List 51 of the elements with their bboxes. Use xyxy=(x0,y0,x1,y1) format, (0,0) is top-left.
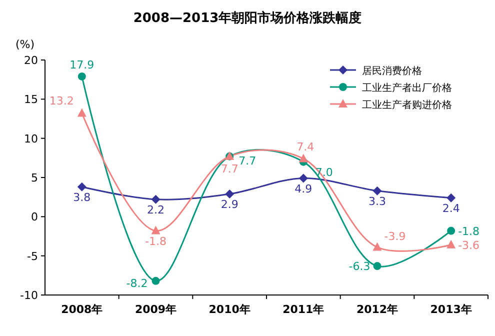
y-tick-label: 10 xyxy=(24,132,38,146)
x-tick-label: 2012年 xyxy=(356,303,398,316)
data-label: -1.8 xyxy=(458,224,480,238)
data-label: 7.0 xyxy=(315,166,333,179)
data-label: 2.2 xyxy=(147,203,164,216)
y-tick-label: 20 xyxy=(24,54,38,67)
point xyxy=(373,262,382,270)
data-label: 7.4 xyxy=(296,140,314,154)
data-label: -3.6 xyxy=(458,238,480,252)
point xyxy=(446,240,456,248)
y-axis-title: (%) xyxy=(15,38,35,51)
point xyxy=(298,174,308,183)
data-label: -8.2 xyxy=(126,276,148,290)
y-tick-label: 15 xyxy=(24,93,38,106)
data-label: 7.7 xyxy=(220,162,238,176)
data-label: 2.4 xyxy=(442,202,460,215)
data-label: 2.9 xyxy=(220,198,238,211)
x-tick-label: 2010年 xyxy=(208,303,250,316)
y-tick-label: 5 xyxy=(31,172,38,184)
point xyxy=(78,72,86,80)
legend-label: 居民消费价格 xyxy=(362,65,422,77)
point xyxy=(151,226,160,234)
chart-title: 2008—2013年朝阳市场价格涨跌幅度 xyxy=(133,10,362,26)
data-label: 7.7 xyxy=(238,154,256,168)
data-label: -1.8 xyxy=(145,234,166,248)
data-label: -3.9 xyxy=(384,230,406,244)
data-label: 4.9 xyxy=(294,182,312,196)
x-tick-label: 2008年 xyxy=(61,303,103,316)
data-label: -6.3 xyxy=(348,260,370,274)
legend-label: 工业生产者出厂价格 xyxy=(362,82,452,94)
y-tick-label: -5 xyxy=(27,250,38,263)
point xyxy=(225,189,234,198)
data-label: 3.8 xyxy=(73,190,91,204)
point xyxy=(372,242,382,251)
y-tick-label: 0 xyxy=(31,210,38,224)
x-tick-label: 2009年 xyxy=(134,303,177,316)
data-label: 3.3 xyxy=(368,194,386,208)
data-label: 13.2 xyxy=(49,94,74,108)
point xyxy=(446,193,456,202)
data-label: 17.9 xyxy=(70,58,94,72)
point xyxy=(298,154,308,162)
point xyxy=(151,194,160,204)
point xyxy=(447,226,456,235)
x-tick-label: 2013年 xyxy=(430,303,472,316)
x-tick-label: 2011年 xyxy=(282,303,324,316)
y-tick-label: -10 xyxy=(20,289,38,302)
legend-label: 工业生产者购进价格 xyxy=(362,99,452,111)
point xyxy=(77,182,86,192)
point xyxy=(372,186,382,196)
point xyxy=(152,276,160,285)
point xyxy=(77,108,86,117)
